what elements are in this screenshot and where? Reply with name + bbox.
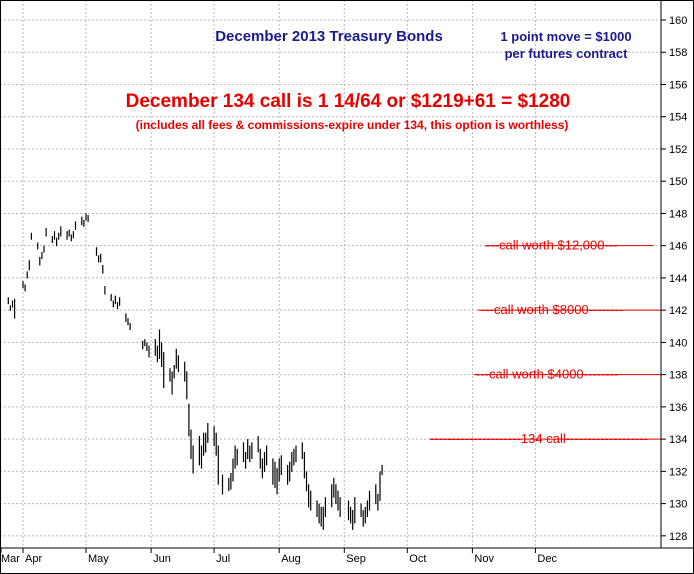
y-tick-label: 136 — [669, 402, 687, 414]
gridlines — [0, 0, 661, 548]
x-tick-label: Nov — [474, 553, 494, 565]
point-value-note-line1: 1 point move = $1000 — [500, 29, 631, 44]
y-tick-label: 148 — [669, 208, 687, 220]
y-tick-label: 158 — [669, 47, 687, 59]
y-tick-label: 138 — [669, 370, 687, 382]
y-axis-tick-labels: 128 130 132 134 136 138 140 142 144 146 148 150 152 1… — [661, 15, 687, 543]
y-tick-label: 154 — [669, 112, 687, 124]
y-tick-label: 160 — [669, 15, 687, 27]
x-tick-label: Jul — [216, 553, 230, 565]
x-tick-label: May — [88, 553, 109, 565]
y-tick-label: 150 — [669, 176, 687, 188]
level-label: ---call worth $12,000--- — [486, 238, 618, 253]
x-tick-label: Oct — [409, 553, 426, 565]
call-option-subheadline: (includes all fees & commissions-expire … — [136, 118, 569, 132]
x-tick-label: Sep — [346, 553, 366, 565]
y-tick-label: 142 — [669, 305, 687, 317]
price-bars — [7, 213, 383, 530]
chart-title: December 2013 Treasury Bonds — [215, 28, 443, 45]
level-label: ---call worth $8000-------- — [481, 302, 623, 317]
y-tick-label: 132 — [669, 466, 687, 478]
y-tick-label: 156 — [669, 79, 687, 91]
y-tick-label: 130 — [669, 499, 687, 511]
level-label: ---------------------134 call-----------… — [430, 431, 648, 446]
y-tick-label: 140 — [669, 337, 687, 349]
x-tick-label: Jun — [153, 553, 171, 565]
y-tick-label: 128 — [669, 531, 687, 543]
option-level-lines: ---call worth $12,000--- ---call worth $8… — [430, 238, 661, 446]
x-tick-label: Aug — [281, 553, 301, 565]
call-option-headline: December 134 call is 1 14/64 or $1219+61… — [126, 91, 571, 112]
y-tick-label: 144 — [669, 273, 687, 285]
level-label: ---call worth $4000-------- — [476, 367, 618, 382]
x-tick-label: Apr — [25, 553, 42, 565]
x-axis-tick-labels: Mar Apr May Jun Jul Aug Sep Oct Nov Dec — [0, 548, 557, 565]
y-tick-label: 146 — [669, 241, 687, 253]
y-tick-label: 152 — [669, 144, 687, 156]
x-tick-label: Mar — [1, 553, 20, 565]
x-tick-label: Dec — [537, 553, 557, 565]
y-tick-label: 134 — [669, 434, 687, 446]
point-value-note-line2: per futures contract — [505, 46, 628, 61]
